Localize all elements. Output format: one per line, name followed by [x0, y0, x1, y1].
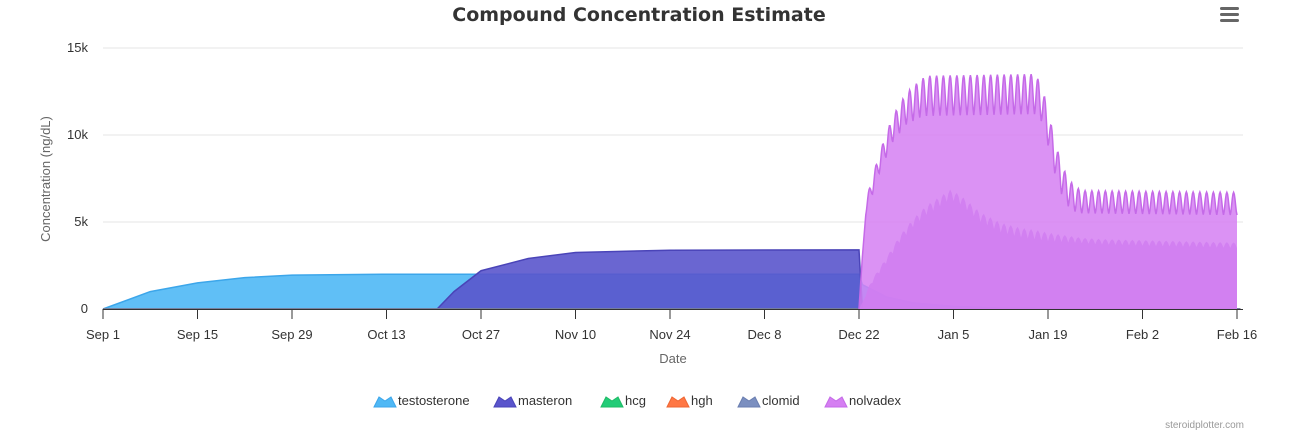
legend-label: hgh [691, 393, 713, 408]
y-tick-label: 10k [67, 127, 88, 142]
legend-item-hcg[interactable]: hcg [600, 393, 646, 408]
y-tick-label: 0 [81, 301, 88, 316]
legend-label: hcg [625, 393, 646, 408]
legend-label: clomid [762, 393, 800, 408]
y-axis-ticks: 0 5k 10k 15k [67, 40, 88, 316]
legend-symbol [737, 396, 761, 408]
legend-item-nolvadex[interactable]: nolvadex [824, 393, 902, 408]
x-tick-label: Feb 16 [1217, 327, 1257, 342]
x-tick-label: Dec 8 [748, 327, 782, 342]
x-tick-label: Jan 19 [1028, 327, 1067, 342]
legend-symbol [600, 396, 624, 408]
legend: testosterone masteron hcg hgh clomid nolvadex [373, 393, 902, 408]
legend-item-hgh[interactable]: hgh [666, 393, 713, 408]
menu-button[interactable] [1212, 4, 1246, 28]
chart-title: Compound Concentration Estimate [452, 4, 825, 26]
series-area [859, 74, 1237, 310]
legend-symbol [666, 396, 690, 408]
x-tick-label: Sep 1 [86, 327, 120, 342]
x-tick-label: Dec 22 [838, 327, 879, 342]
x-tick-label: Feb 2 [1126, 327, 1159, 342]
y-tick-label: 5k [74, 214, 88, 229]
y-axis-title: Concentration (ng/dL) [38, 116, 53, 242]
legend-label: masteron [518, 393, 572, 408]
legend-item-masteron[interactable]: masteron [493, 393, 572, 408]
x-tick-label: Sep 15 [177, 327, 218, 342]
x-tick-label: Nov 10 [555, 327, 596, 342]
legend-symbol [493, 396, 517, 408]
hamburger-menu-icon [1220, 7, 1239, 22]
legend-item-clomid[interactable]: clomid [737, 393, 800, 408]
series-area [437, 249, 1241, 309]
legend-label: testosterone [398, 393, 470, 408]
x-tick-label: Jan 5 [938, 327, 970, 342]
legend-symbol [373, 396, 397, 408]
x-tick-label: Sep 29 [271, 327, 312, 342]
x-tick-label: Nov 24 [649, 327, 690, 342]
x-tick-label: Oct 13 [367, 327, 405, 342]
x-tick-label: Oct 27 [462, 327, 500, 342]
legend-label: nolvadex [849, 393, 902, 408]
series-areas [102, 73, 1241, 310]
y-tick-label: 15k [67, 40, 88, 55]
x-axis-title: Date [659, 351, 686, 366]
series-line [858, 73, 1238, 310]
credit-link[interactable]: steroidplotter.com [1165, 420, 1244, 431]
legend-symbol [824, 396, 848, 408]
series-nolvadex [858, 73, 1238, 310]
legend-item-testosterone[interactable]: testosterone [373, 393, 470, 408]
x-axis: Sep 1 Sep 15 Sep 29 Oct 13 Oct 27 Nov 10 Nov 2… [86, 309, 1257, 342]
